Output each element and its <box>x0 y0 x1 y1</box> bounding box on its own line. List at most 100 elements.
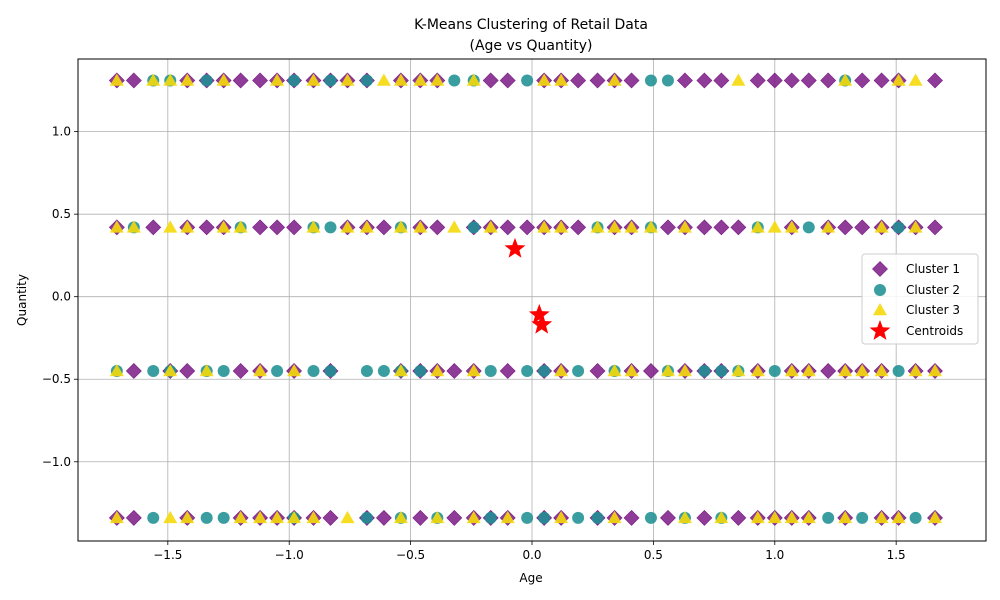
legend-marker-cluster-3 <box>873 303 887 316</box>
point-cluster-3 <box>287 363 302 377</box>
point-cluster-3 <box>643 220 658 233</box>
point-cluster-3 <box>359 220 374 233</box>
point-cluster-3 <box>180 510 195 524</box>
point-cluster-2 <box>892 221 905 234</box>
point-cluster-2 <box>147 511 160 524</box>
point-cluster-3 <box>607 363 622 377</box>
point-cluster-2 <box>200 74 213 87</box>
point-cluster-1 <box>198 219 215 236</box>
point-cluster-1 <box>125 72 142 89</box>
point-cluster-1 <box>499 72 516 89</box>
point-cluster-2 <box>200 511 213 524</box>
point-cluster-2 <box>591 511 604 524</box>
point-cluster-3 <box>855 363 870 377</box>
point-cluster-3 <box>253 363 268 377</box>
point-cluster-2 <box>572 511 585 524</box>
point-cluster-1 <box>677 72 693 89</box>
point-cluster-3 <box>908 73 923 86</box>
point-cluster-1 <box>589 72 606 89</box>
point-cluster-3 <box>466 510 481 524</box>
point-cluster-1 <box>873 72 890 89</box>
point-cluster-2 <box>288 74 301 87</box>
point-cluster-1 <box>660 509 676 526</box>
point-cluster-3 <box>731 73 746 86</box>
point-cluster-2 <box>448 74 461 87</box>
point-cluster-1 <box>766 72 783 89</box>
point-cluster-3 <box>908 363 923 377</box>
point-cluster-3 <box>216 220 231 233</box>
point-cluster-3 <box>714 510 729 524</box>
point-cluster-3 <box>500 510 515 524</box>
point-cluster-1 <box>713 72 730 89</box>
point-cluster-1 <box>179 363 196 379</box>
point-cluster-3 <box>537 73 552 86</box>
point-cluster-3 <box>874 363 889 377</box>
point-cluster-3 <box>340 510 355 524</box>
point-cluster-2 <box>467 221 480 234</box>
x-tick-label: −1.5 <box>153 548 182 562</box>
point-cluster-1 <box>375 509 392 526</box>
point-cluster-3 <box>838 73 853 86</box>
legend-label-cluster-2: Cluster 2 <box>906 283 960 297</box>
point-cluster-3 <box>891 510 906 524</box>
grid <box>78 59 986 541</box>
point-cluster-1 <box>412 509 429 526</box>
point-cluster-3 <box>109 73 124 86</box>
data-points <box>108 72 943 526</box>
point-cluster-3 <box>624 363 639 377</box>
point-cluster-3 <box>928 363 943 377</box>
point-cluster-3 <box>233 220 248 233</box>
point-cluster-1 <box>927 219 943 236</box>
point-cluster-3 <box>109 510 124 524</box>
point-cluster-1 <box>232 363 249 379</box>
x-tick-label: 0.5 <box>644 548 663 562</box>
point-cluster-3 <box>199 363 214 377</box>
point-cluster-2 <box>661 74 674 87</box>
point-cluster-2 <box>217 364 230 377</box>
point-cluster-3 <box>287 510 302 524</box>
point-cluster-2 <box>147 364 160 377</box>
point-cluster-3 <box>393 510 408 524</box>
point-cluster-3 <box>891 73 906 86</box>
legend-label-cluster-3: Cluster 3 <box>906 303 960 317</box>
point-cluster-1 <box>482 72 499 89</box>
point-cluster-1 <box>589 363 606 379</box>
point-cluster-3 <box>163 363 178 377</box>
point-cluster-2 <box>217 511 230 524</box>
point-cluster-2 <box>377 364 390 377</box>
point-cluster-3 <box>270 510 285 524</box>
legend-box <box>861 253 979 345</box>
point-cluster-3 <box>466 363 481 377</box>
point-cluster-3 <box>607 73 622 86</box>
point-cluster-3 <box>554 363 569 377</box>
point-cluster-2 <box>271 364 284 377</box>
point-cluster-3 <box>928 510 943 524</box>
point-cluster-3 <box>430 73 445 86</box>
point-cluster-3 <box>801 363 816 377</box>
point-cluster-2 <box>521 74 534 87</box>
centroid-marker <box>504 237 526 258</box>
point-cluster-3 <box>306 220 321 233</box>
x-tick-label: −1.0 <box>275 548 304 562</box>
x-tick-label: −0.5 <box>396 548 425 562</box>
point-cluster-3 <box>731 363 746 377</box>
point-cluster-2 <box>715 364 728 377</box>
point-cluster-3 <box>413 220 428 233</box>
point-cluster-1 <box>820 72 837 89</box>
point-cluster-1 <box>429 219 446 236</box>
point-cluster-3 <box>874 220 889 233</box>
point-cluster-3 <box>109 220 124 233</box>
point-cluster-3 <box>253 510 268 524</box>
centroid-marker <box>531 313 553 334</box>
point-cluster-3 <box>767 220 782 233</box>
point-cluster-3 <box>483 220 498 233</box>
point-cluster-3 <box>908 220 923 233</box>
point-cluster-2 <box>307 364 320 377</box>
point-cluster-1 <box>519 219 536 236</box>
legend-marker-centroids <box>869 320 891 340</box>
point-cluster-1 <box>570 72 587 89</box>
point-cluster-3 <box>146 73 161 86</box>
legend-label-centroids: Centroids <box>906 324 963 338</box>
point-cluster-1 <box>623 509 640 526</box>
